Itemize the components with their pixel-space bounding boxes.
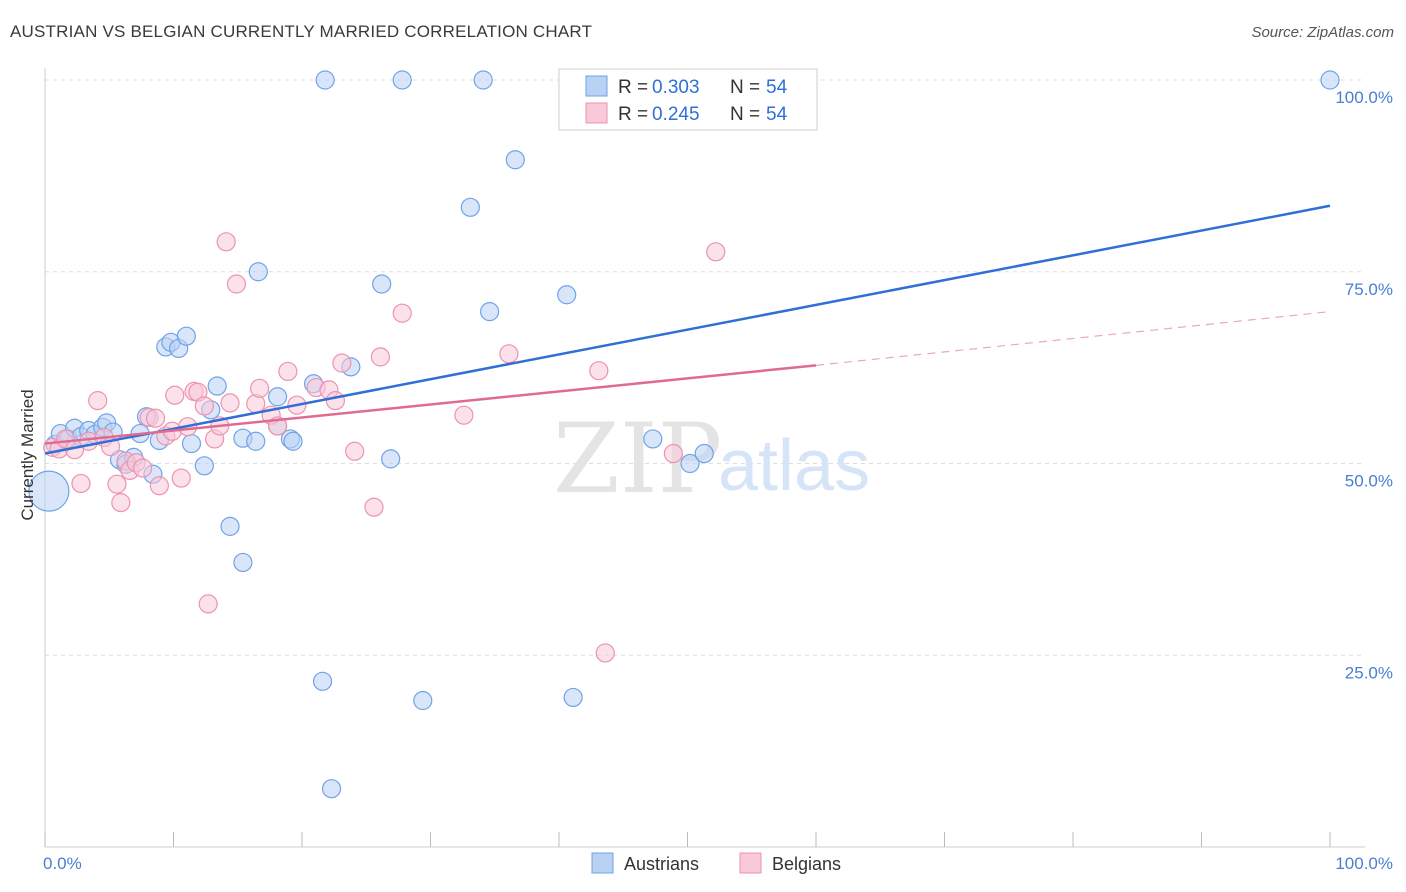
belgian-point-33 <box>249 378 270 398</box>
austrian-point-29 <box>246 431 266 451</box>
belgian-point-10 <box>111 493 131 513</box>
belgian-point-17 <box>149 476 169 496</box>
belgian-point-51 <box>706 242 726 262</box>
chart-title: AUSTRIAN VS BELGIAN CURRENTLY MARRIED CO… <box>10 22 593 41</box>
legend-n-label-belgians: N = <box>730 104 765 125</box>
y-tick-label-0: 100.0% <box>1335 88 1393 107</box>
legend-swatch-austrians <box>585 75 608 97</box>
belgians-points <box>43 232 726 663</box>
austrian-point-37 <box>315 70 335 90</box>
belgian-point-36 <box>278 361 298 382</box>
bottom-legend-swatch-belgians <box>739 852 762 874</box>
bottom-legend-swatch-austrians <box>591 852 614 874</box>
austrian-point-22 <box>181 433 202 454</box>
belgian-point-29 <box>216 232 236 252</box>
tick-labels: 100.0% 75.0% 50.0% 25.0% 0.0% 100.0% <box>43 88 1393 873</box>
belgian-point-25 <box>194 396 214 416</box>
legend-n-value-austrians: 54 <box>766 77 788 98</box>
austrian-point-23 <box>194 456 214 476</box>
legend-n-label-austrians: N = <box>730 77 765 98</box>
legend-r-value-austrians: 0.303 <box>652 77 700 98</box>
belgian-point-4 <box>71 473 91 494</box>
austrian-point-36 <box>312 671 333 691</box>
legend-r-label-austrians: R = <box>618 77 653 98</box>
austrian-point-45 <box>473 70 493 90</box>
austrian-point-38 <box>321 779 342 799</box>
austrian-point-31 <box>267 387 288 407</box>
belgian-point-40 <box>325 391 346 411</box>
belgian-point-43 <box>364 497 384 517</box>
austrian-point-47 <box>505 150 525 170</box>
belgian-point-50 <box>663 443 683 464</box>
austrian-point-30 <box>248 262 268 282</box>
belgian-point-26 <box>198 594 218 614</box>
axes <box>44 68 1365 848</box>
belgian-point-30 <box>220 393 240 413</box>
belgian-point-45 <box>392 303 412 323</box>
x-tick-label-1: 100.0% <box>1335 854 1393 873</box>
belgian-point-16 <box>145 408 166 428</box>
bottom-legend-label-austrians: Austrians <box>624 854 699 874</box>
austrian-point-52 <box>694 443 714 464</box>
x-tick-label-0: 0.0% <box>43 854 82 873</box>
belgian-point-20 <box>165 385 185 405</box>
austrian-point-46 <box>480 302 500 322</box>
austrian-point-50 <box>643 429 663 449</box>
austrian-point-44 <box>460 197 480 217</box>
bottom-legend-label-belgians: Belgians <box>772 854 841 874</box>
chart-source: Source: ZipAtlas.com <box>1251 24 1394 41</box>
belgian-point-44 <box>370 347 390 367</box>
austrian-point-51 <box>680 453 700 474</box>
austrian-point-41 <box>381 449 401 469</box>
belgian-point-48 <box>589 361 609 381</box>
top-legend: R = 0.303 N = 54 R = 0.245 N = 54 <box>558 68 818 131</box>
austrian-point-40 <box>372 274 392 294</box>
belgian-point-21 <box>171 468 191 488</box>
austrian-point-43 <box>413 690 433 711</box>
austrian-point-48 <box>557 285 577 305</box>
belgian-point-6 <box>88 391 108 411</box>
bottom-legend: Austrians Belgians <box>591 852 841 874</box>
austrian-point-0 <box>28 470 70 512</box>
belgian-point-47 <box>499 344 519 364</box>
legend-r-value-belgians: 0.245 <box>652 104 700 125</box>
belgian-trend-line <box>44 364 817 445</box>
austrian-point-21 <box>176 326 196 346</box>
belgian-point-14 <box>133 458 153 478</box>
y-tick-label-2: 50.0% <box>1345 472 1393 491</box>
austrian-point-34 <box>283 431 303 451</box>
y-tick-label-3: 25.0% <box>1345 663 1393 682</box>
austrian-trend-line <box>44 204 1331 455</box>
belgian-trend-extension <box>815 311 1331 366</box>
belgian-point-49 <box>595 643 615 663</box>
legend-swatch-belgians <box>585 102 608 124</box>
belgian-point-41 <box>332 353 352 373</box>
austrian-point-42 <box>392 70 412 90</box>
legend-n-value-belgians: 54 <box>766 104 788 125</box>
austrian-point-26 <box>220 516 240 536</box>
austrian-point-28 <box>233 552 253 573</box>
belgian-point-42 <box>345 441 365 461</box>
trend-lines <box>44 204 1331 455</box>
belgian-point-9 <box>107 474 127 494</box>
y-axis-label: Currently Married <box>18 389 37 520</box>
watermark-atlas: atlas <box>718 426 870 506</box>
belgian-point-46 <box>454 405 474 425</box>
austrian-point-53 <box>1320 70 1340 90</box>
austrian-point-25 <box>207 376 227 396</box>
belgian-point-31 <box>226 274 247 294</box>
y-tick-label-1: 75.0% <box>1345 280 1393 299</box>
austrian-point-49 <box>563 687 583 708</box>
legend-r-label-belgians: R = <box>618 104 653 125</box>
